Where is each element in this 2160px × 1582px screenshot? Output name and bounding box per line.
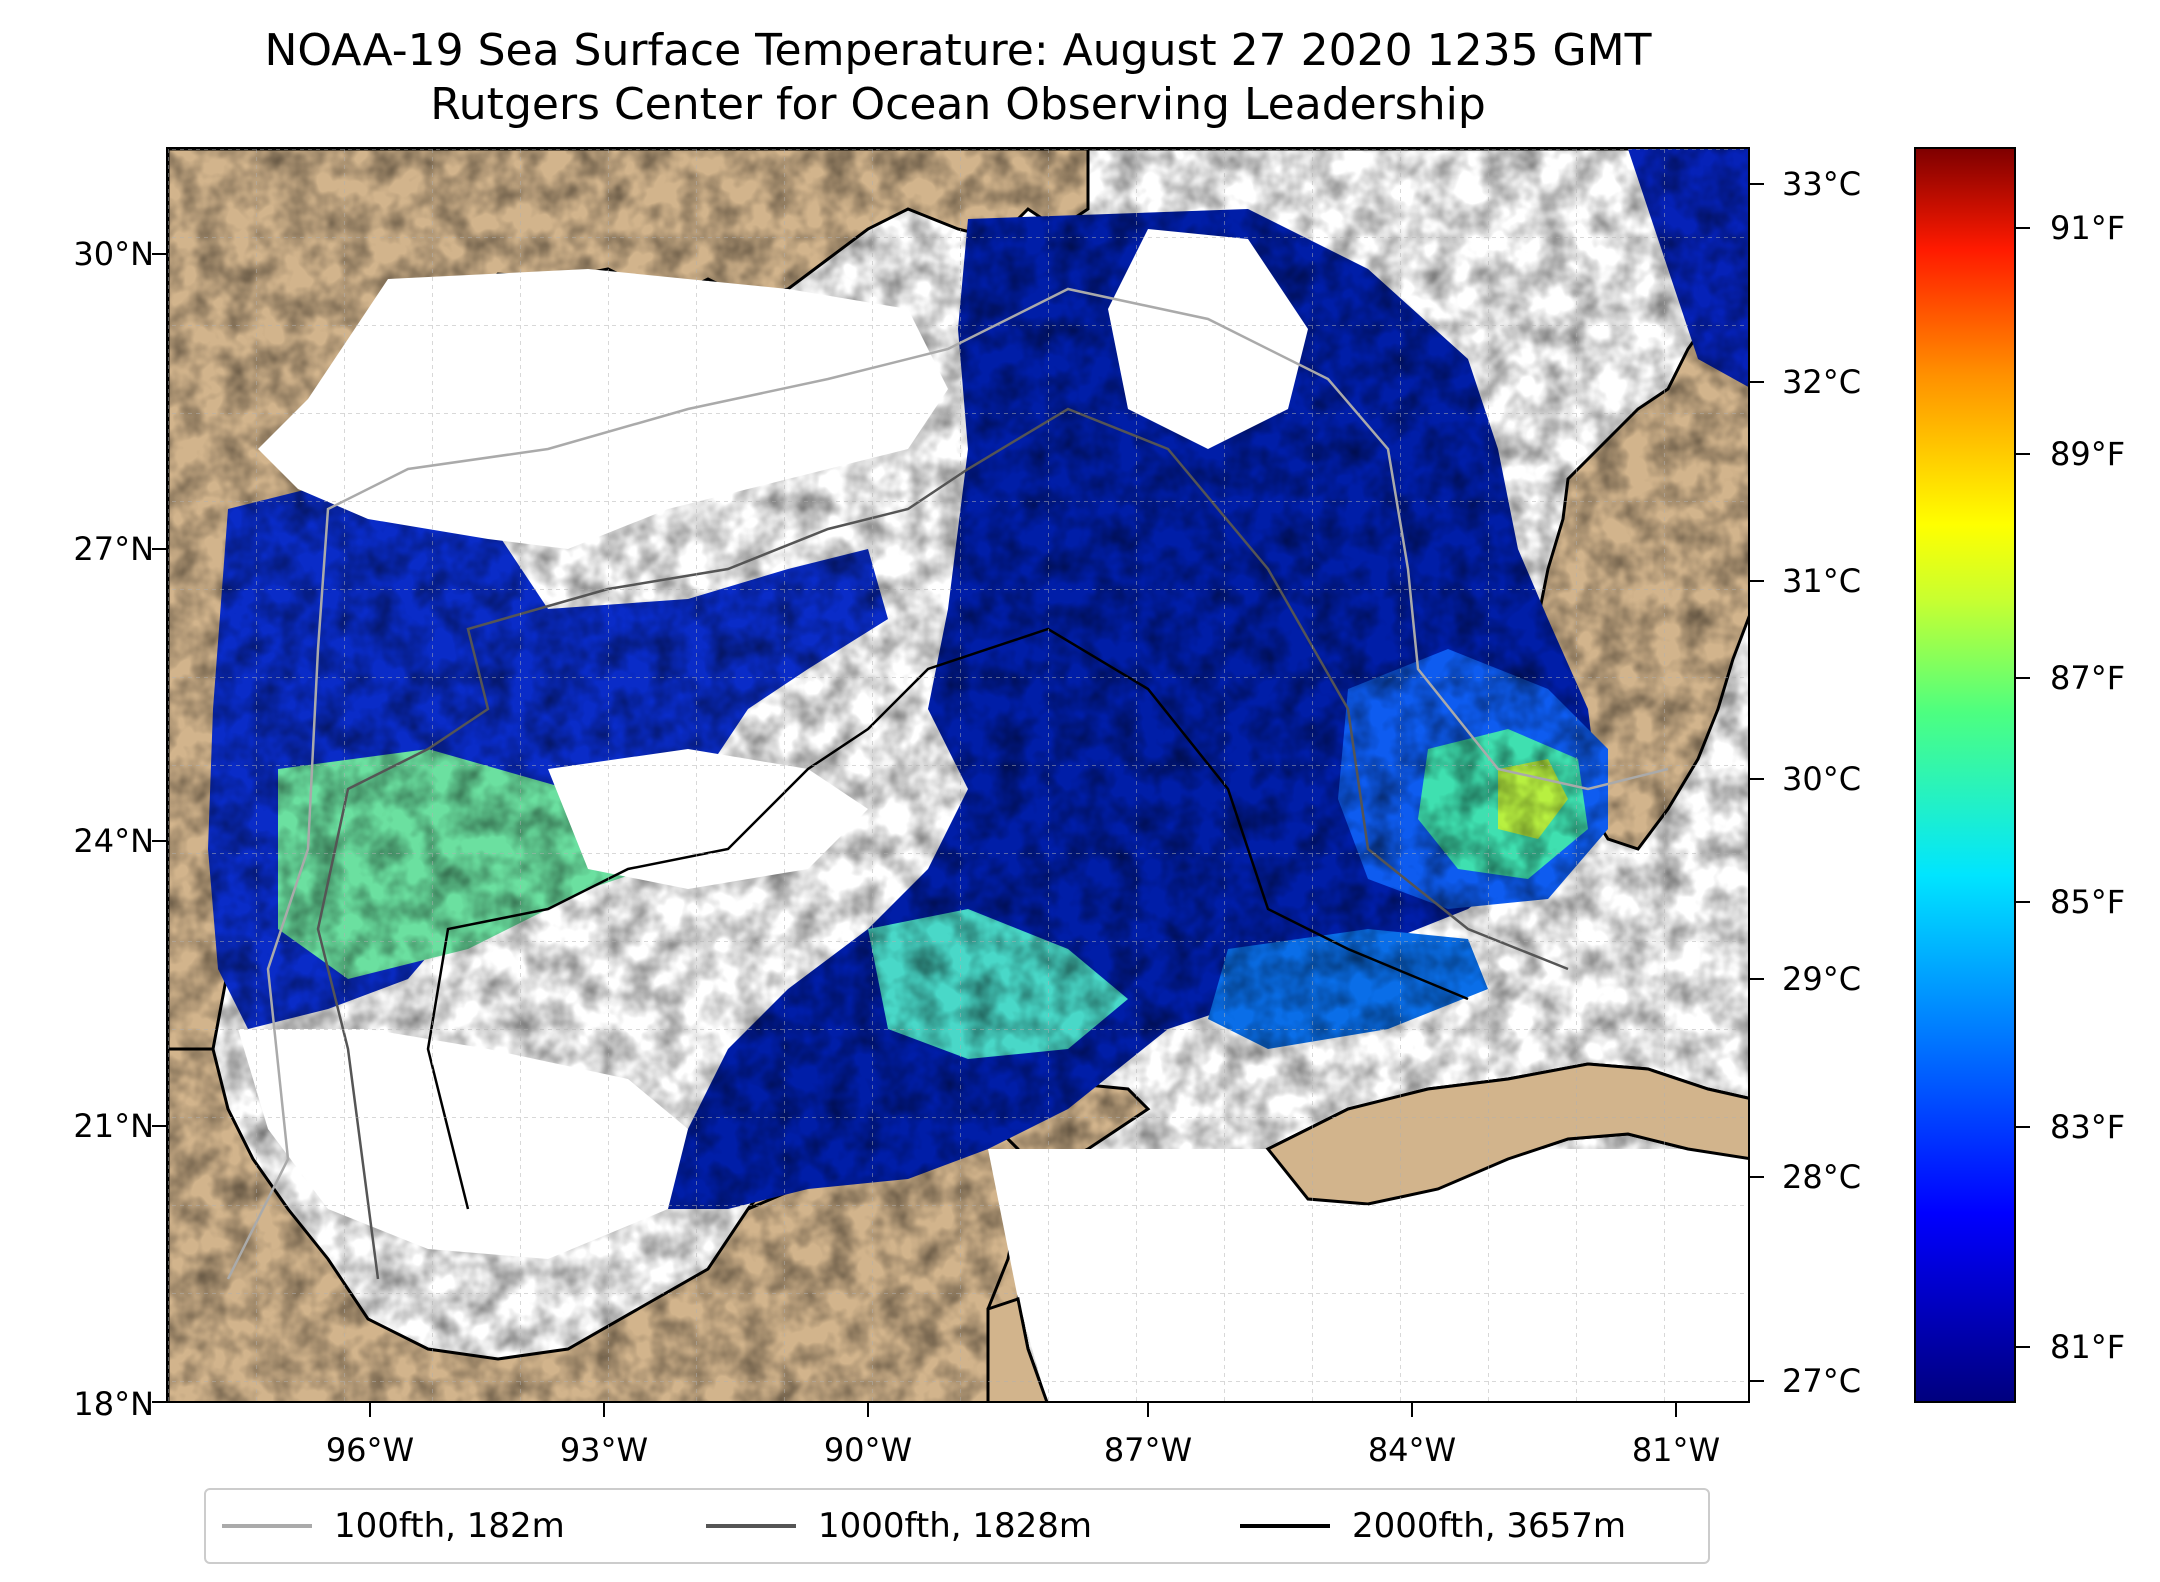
legend-item-1000fth: 1000fth, 1828m — [706, 1490, 1092, 1562]
lat-label-27n: 27°N — [73, 530, 154, 568]
lat-tick — [152, 253, 166, 255]
lon-tick — [1675, 1403, 1677, 1417]
lon-label-93w: 93°W — [559, 1431, 649, 1469]
bathymetry-legend: 100fth, 182m 1000fth, 1828m 2000fth, 365… — [204, 1488, 1710, 1564]
fahrenheit-label-83: 83°F — [2050, 1108, 2126, 1146]
lon-label-90w: 90°W — [823, 1431, 913, 1469]
lon-tick — [1411, 1403, 1413, 1417]
celsius-label-27: 27°C — [1782, 1362, 1862, 1400]
sst-map-canvas — [168, 149, 1748, 1401]
celsius-tick — [1750, 1176, 1764, 1178]
legend-item-2000fth: 2000fth, 3657m — [1240, 1490, 1626, 1562]
fahrenheit-tick — [2016, 677, 2030, 679]
lat-label-24n: 24°N — [73, 822, 154, 860]
fahrenheit-tick — [2016, 1346, 2030, 1348]
chart-title-line1: NOAA-19 Sea Surface Temperature: August … — [264, 25, 1652, 76]
celsius-label-29: 29°C — [1782, 960, 1862, 998]
lat-tick — [152, 548, 166, 550]
celsius-tick — [1750, 978, 1764, 980]
lon-tick — [1147, 1403, 1149, 1417]
legend-label-1000fth: 1000fth, 1828m — [818, 1506, 1093, 1546]
lon-label-96w: 96°W — [325, 1431, 415, 1469]
celsius-tick — [1750, 580, 1764, 582]
legend-line-1000fth — [706, 1524, 796, 1528]
celsius-tick — [1750, 1380, 1764, 1382]
legend-label-100fth: 100fth, 182m — [334, 1506, 565, 1546]
lat-tick — [152, 1401, 166, 1403]
lat-tick — [152, 1125, 166, 1127]
celsius-tick — [1750, 183, 1764, 185]
fahrenheit-label-91: 91°F — [2050, 209, 2126, 247]
fahrenheit-tick — [2016, 453, 2030, 455]
celsius-tick — [1750, 778, 1764, 780]
legend-item-100fth: 100fth, 182m — [222, 1490, 565, 1562]
fahrenheit-tick — [2016, 227, 2030, 229]
sst-map — [166, 147, 1750, 1403]
lon-label-87w: 87°W — [1103, 1431, 1193, 1469]
fahrenheit-label-81: 81°F — [2050, 1328, 2126, 1366]
celsius-label-32: 32°C — [1782, 363, 1862, 401]
fahrenheit-tick — [2016, 1126, 2030, 1128]
lat-label-18n: 18°N — [73, 1385, 154, 1423]
celsius-label-33: 33°C — [1782, 165, 1862, 203]
lat-label-30n: 30°N — [73, 235, 154, 273]
lat-tick — [152, 840, 166, 842]
lon-tick — [867, 1403, 869, 1417]
celsius-label-28: 28°C — [1782, 1158, 1862, 1196]
fahrenheit-label-89: 89°F — [2050, 435, 2126, 473]
legend-line-100fth — [222, 1524, 312, 1528]
fahrenheit-label-87: 87°F — [2050, 659, 2126, 697]
fahrenheit-label-85: 85°F — [2050, 883, 2126, 921]
lon-label-81w: 81°W — [1631, 1431, 1721, 1469]
lat-lon-grid — [168, 149, 1748, 1401]
legend-label-2000fth: 2000fth, 3657m — [1352, 1506, 1627, 1546]
lon-tick — [603, 1403, 605, 1417]
chart-title-line2: Rutgers Center for Ocean Observing Leade… — [430, 79, 1486, 130]
celsius-tick — [1750, 381, 1764, 383]
temperature-colorbar — [1914, 147, 2016, 1403]
celsius-label-30: 30°C — [1782, 760, 1862, 798]
celsius-label-31: 31°C — [1782, 562, 1862, 600]
lon-tick — [369, 1403, 371, 1417]
lon-label-84w: 84°W — [1367, 1431, 1457, 1469]
fahrenheit-tick — [2016, 901, 2030, 903]
legend-line-2000fth — [1240, 1524, 1330, 1528]
lat-label-21n: 21°N — [73, 1107, 154, 1145]
